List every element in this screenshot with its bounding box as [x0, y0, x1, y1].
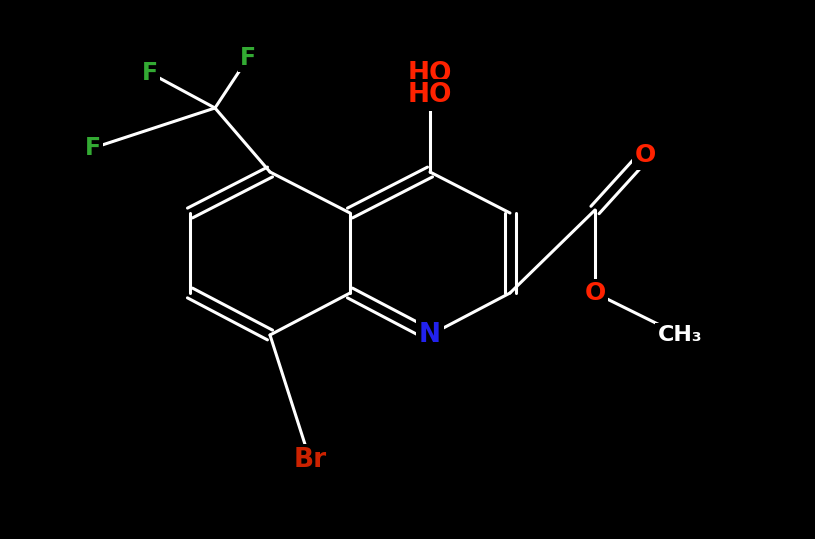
Text: HO: HO — [408, 82, 452, 108]
Text: F: F — [240, 46, 256, 70]
Text: CH₃: CH₃ — [658, 325, 703, 345]
Text: HO: HO — [408, 61, 452, 87]
Text: N: N — [419, 322, 441, 348]
Text: Br: Br — [293, 447, 327, 473]
Text: F: F — [85, 136, 101, 160]
Text: O: O — [634, 143, 655, 167]
Text: F: F — [142, 61, 158, 85]
Text: O: O — [584, 281, 606, 305]
Text: H: H — [410, 63, 430, 87]
